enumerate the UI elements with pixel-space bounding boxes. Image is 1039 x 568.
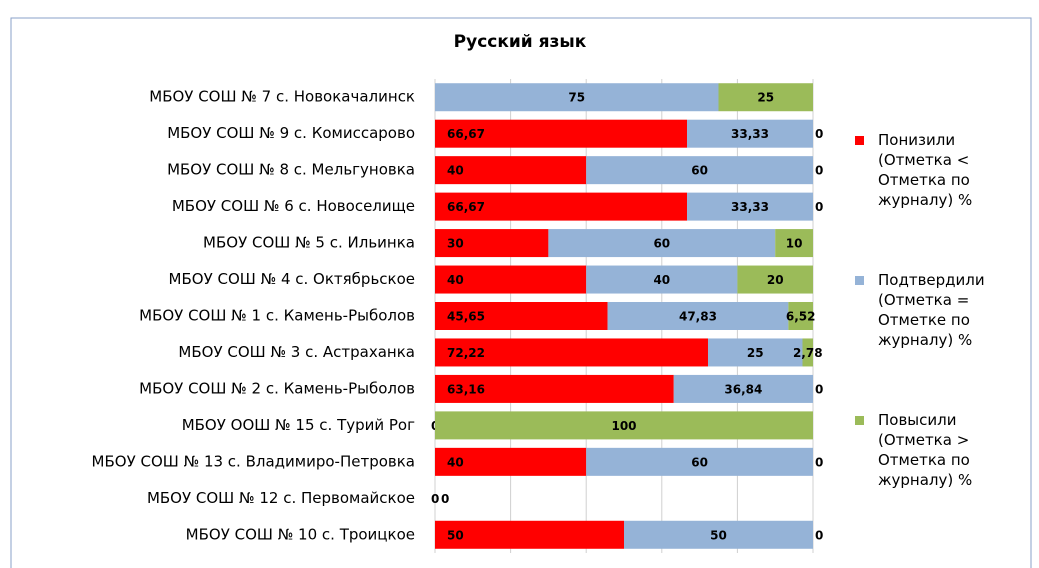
y-tick-label: МБОУ СОШ № 5 с. Ильинка (203, 234, 415, 252)
value-label: 0 (815, 382, 823, 396)
legend-label: Повысили (Отметка > Отметка по журналу) … (878, 411, 973, 489)
legend-label: Понизили (Отметка < Отметка по журналу) … (878, 131, 973, 209)
legend-swatch (855, 276, 864, 285)
value-label: 45,65 (447, 310, 485, 324)
bar-segment (707, 338, 803, 367)
value-label: 0 (815, 127, 823, 141)
bar-segment (435, 374, 674, 403)
bar-segment (687, 192, 813, 221)
y-tick-label: МБОУ СОШ № 7 с. Новокачалинск (149, 88, 415, 106)
y-tick-label: МБОУ СОШ № 1 с. Камень-Рыболов (139, 307, 415, 325)
value-label: 10 (786, 237, 803, 251)
value-label: 25 (757, 91, 774, 105)
value-label: 0 (431, 492, 439, 506)
value-label: 2,78 (793, 346, 823, 360)
value-label: 36,84 (724, 382, 762, 396)
value-label: 66,67 (447, 127, 485, 141)
value-label: 33,33 (731, 200, 769, 214)
value-label: 47,83 (679, 310, 717, 324)
value-label: 40 (653, 273, 670, 287)
bar-segment (435, 338, 708, 367)
legend-swatch (855, 416, 864, 425)
bar-segment (607, 302, 789, 330)
bar-segment (788, 302, 813, 330)
value-label: 60 (691, 455, 708, 469)
bar-segment (435, 192, 688, 221)
y-tick-label: МБОУ СОШ № 12 с. Первомайское (147, 489, 415, 507)
value-label: 6,52 (786, 310, 816, 324)
y-tick-label: МБОУ СОШ № 10 с. Троицкое (186, 525, 415, 543)
value-label: 60 (691, 164, 708, 178)
chart-frame (10, 17, 1032, 568)
value-label: 0 (815, 164, 823, 178)
bar-segment (775, 229, 813, 258)
bar-segment (673, 374, 813, 403)
bar-segment (687, 119, 813, 148)
bar-segment (624, 520, 813, 549)
value-label: 0 (815, 528, 823, 542)
value-label: 60 (653, 237, 670, 251)
bar-segment (435, 119, 688, 148)
legend-label: Подтвердили (Отметка = Отметке по журнал… (878, 271, 985, 349)
bar-segment (435, 156, 587, 185)
bar-segment (586, 265, 738, 294)
y-tick-label: МБОУ СОШ № 3 с. Астраханка (178, 343, 415, 361)
bar-segment (435, 520, 624, 549)
value-label: 75 (568, 91, 585, 105)
legend-swatch (855, 136, 864, 145)
bar-segment (435, 229, 549, 258)
bar-segment (548, 229, 776, 258)
value-label: 30 (447, 237, 464, 251)
value-label: 40 (447, 164, 464, 178)
y-tick-label: МБОУ СОШ № 6 с. Новоселище (172, 197, 415, 215)
value-label: 25 (747, 346, 764, 360)
y-tick-label: МБОУ СОШ № 2 с. Камень-Рыболов (139, 379, 415, 397)
value-label: 33,33 (731, 127, 769, 141)
value-label: 63,16 (447, 382, 485, 396)
bar-segment (737, 265, 813, 294)
bar-segment (586, 447, 813, 476)
y-tick-label: МБОУ ООШ № 15 с. Турий Рог (182, 416, 415, 434)
value-label: 50 (447, 528, 464, 542)
bar-segment (586, 156, 813, 185)
bar-segment (802, 338, 813, 367)
value-label: 50 (710, 528, 727, 542)
value-label: 72,22 (447, 346, 485, 360)
bar-segment (435, 302, 608, 330)
value-label: 0 (441, 492, 449, 506)
y-tick-label: МБОУ СОШ № 13 с. Владимиро-Петровка (92, 452, 415, 470)
y-tick-label: МБОУ СОШ № 8 с. Мельгуновка (167, 161, 415, 179)
value-label: 0 (815, 200, 823, 214)
y-tick-label: МБОУ СОШ № 9 с. Комиссарово (167, 124, 415, 142)
value-label: 20 (767, 273, 784, 287)
chart-title: Русский язык (454, 32, 587, 52)
bar-segment (435, 411, 813, 440)
bar-segment (718, 83, 813, 112)
bar-segment (435, 447, 587, 476)
value-label: 40 (447, 455, 464, 469)
bar-segment (435, 265, 587, 294)
y-tick-label: МБОУ СОШ № 4 с. Октябрьское (169, 270, 415, 288)
value-label: 100 (611, 419, 636, 433)
value-label: 0 (815, 455, 823, 469)
value-label: 66,67 (447, 200, 485, 214)
value-label: 40 (447, 273, 464, 287)
bar-segment (435, 83, 719, 112)
